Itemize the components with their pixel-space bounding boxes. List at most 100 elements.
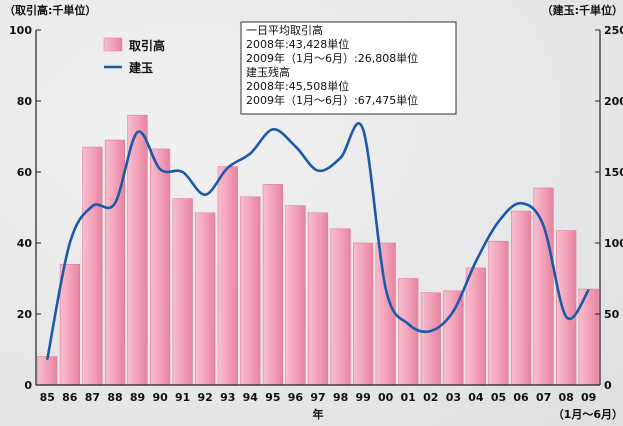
line-point-99: [362, 128, 364, 131]
x-tick-label-08: 08: [559, 391, 574, 404]
x-tick-label-89: 89: [130, 391, 145, 404]
line-point-08: [565, 316, 567, 318]
annotation-frame: [240, 21, 457, 115]
y-left-tick-label: 20: [17, 308, 33, 321]
x-tick-label-88: 88: [107, 391, 122, 404]
y-right-tick-label: 200: [604, 95, 623, 108]
line-point-91: [181, 171, 184, 173]
line-point-89: [136, 131, 139, 133]
bar-93: [217, 166, 238, 386]
line-point-03: [452, 310, 455, 313]
annotation-line-6: 2009年（1月〜6月）:67,475単位: [246, 93, 418, 107]
x-tick-label-06: 06: [513, 391, 529, 404]
line-point-97: [317, 169, 319, 172]
line-point-96: [294, 145, 297, 148]
x-tick-label-87: 87: [85, 391, 100, 404]
y-right-tick-label: 0: [604, 379, 612, 392]
legend-bar-label: 取引高: [129, 38, 165, 53]
bar-89: [127, 114, 148, 386]
legend-line-label: 建玉: [128, 60, 153, 75]
bar-97: [307, 212, 329, 386]
bar-02: [420, 292, 441, 386]
bar-94: [240, 196, 261, 386]
y-right-tick-label: 150: [604, 166, 623, 179]
x-tick-label-02: 02: [423, 391, 438, 404]
x-tick-label-99: 99: [355, 391, 370, 404]
y-left-label: （取引高:千単位）: [4, 3, 96, 17]
x-tick-label-85: 85: [40, 391, 55, 404]
x-tick-label-96: 96: [288, 391, 304, 404]
annotation-box: 一日平均取引高 2008年:43,428単位 2009年（1月〜6月）:26,8…: [240, 21, 457, 115]
bar-91: [172, 198, 193, 386]
bars-group: [37, 114, 599, 386]
x-tick-label-03: 03: [446, 391, 461, 404]
x-tick-label-01: 01: [401, 391, 416, 404]
x-tick-label-09: 09: [581, 391, 596, 404]
line-point-06: [520, 202, 522, 204]
bar-95: [262, 184, 284, 386]
legend-bar-swatch: [103, 37, 123, 52]
x-axis-label: 年: [313, 407, 324, 421]
legend: 取引高 建玉: [103, 37, 165, 75]
line-point-90: [159, 168, 161, 170]
bar-04: [465, 267, 487, 386]
line-point-85: [46, 358, 49, 361]
bar-06: [510, 210, 532, 386]
x-tick-label-04: 04: [468, 391, 484, 404]
x-tick-label-92: 92: [198, 391, 213, 404]
annotation-line-2: 2008年:43,428単位: [246, 37, 349, 51]
line-point-95: [272, 128, 274, 131]
x-tick-label-97: 97: [310, 391, 325, 404]
annotation-line-3: 2009年（1月〜6月）:26,808単位: [246, 51, 418, 65]
line-point-00: [384, 287, 387, 290]
y-right-tick-label: 100: [604, 237, 623, 250]
x-tick-label-00: 00: [378, 391, 394, 404]
x-tick-label-94: 94: [243, 391, 259, 404]
x-tick-label-07: 07: [536, 391, 551, 404]
bar-85: [37, 356, 58, 386]
line-point-86: [69, 242, 71, 244]
bar-87: [82, 146, 103, 386]
x-tick-label-90: 90: [152, 391, 168, 404]
y-right-tick-label: 50: [604, 308, 620, 321]
y-left-tick-label: 100: [9, 24, 32, 37]
x-tick-label-91: 91: [175, 391, 190, 404]
bar-07: [533, 187, 554, 386]
y-left-tick-label: 0: [24, 379, 32, 392]
bar-00: [375, 242, 396, 386]
x-axis-note: （1月〜6月）: [553, 408, 623, 421]
bar-98: [330, 228, 351, 386]
x-tick-label-98: 98: [333, 391, 348, 404]
bar-88: [104, 139, 126, 386]
y-right-tick-label: 250: [604, 24, 623, 37]
bar-90: [150, 148, 171, 386]
line-point-04: [475, 260, 477, 263]
line-point-87: [91, 205, 94, 207]
line-point-94: [249, 152, 252, 155]
x-tick-label-93: 93: [220, 391, 235, 404]
bar-86: [59, 263, 80, 386]
annotation-line-5: 2008年:45,508単位: [246, 79, 349, 93]
x-tick-label-86: 86: [62, 391, 78, 404]
axes-group: 0204060801000501001502002508586878889909…: [9, 24, 623, 404]
bar-01: [398, 278, 419, 386]
y-left-tick-label: 40: [17, 237, 33, 250]
line-point-92: [204, 193, 206, 196]
bar-96: [285, 205, 306, 386]
line-point-07: [542, 225, 545, 227]
bar-99: [352, 242, 374, 386]
bar-92: [195, 212, 216, 386]
x-tick-label-95: 95: [265, 391, 280, 404]
annotation-line-1: 一日平均取引高: [246, 23, 323, 37]
line-point-05: [497, 220, 500, 223]
line-point-93: [227, 166, 229, 169]
line-point-98: [339, 157, 342, 159]
line-point-02: [430, 330, 432, 332]
bar-05: [488, 240, 509, 386]
line-group: [46, 122, 590, 361]
y-left-tick-label: 60: [17, 166, 33, 179]
line-point-01: [407, 323, 410, 325]
bar-08: [556, 230, 577, 386]
line-point-88: [114, 202, 116, 204]
